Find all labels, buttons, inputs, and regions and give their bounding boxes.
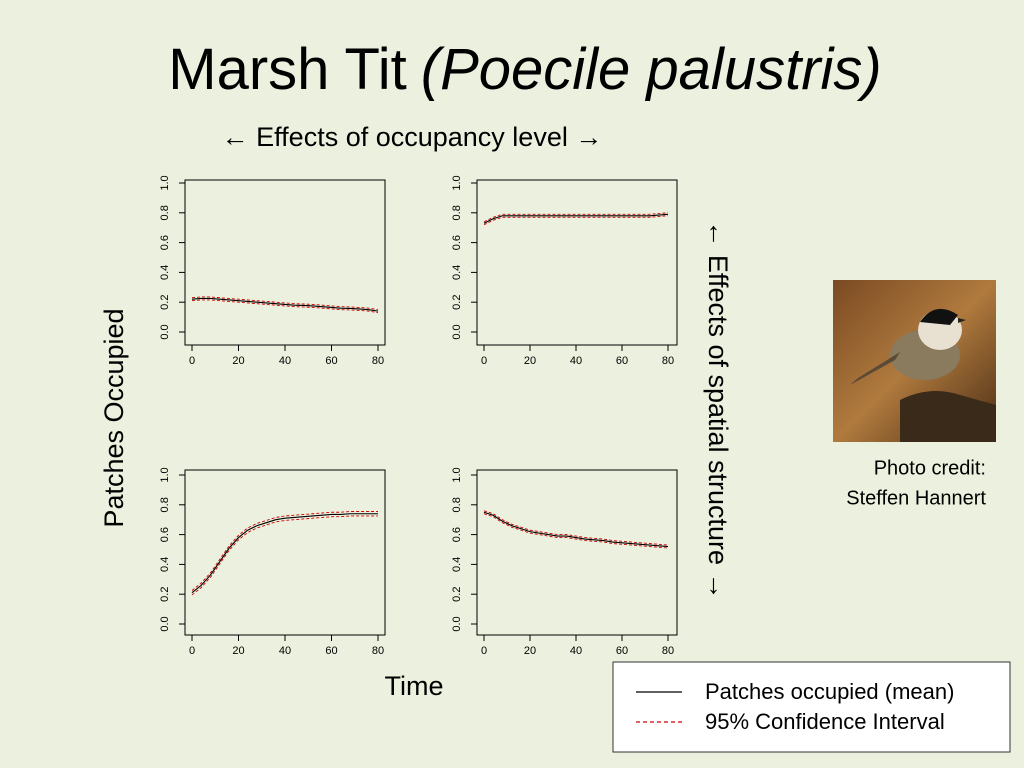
ci-line — [191, 511, 378, 591]
ci-line — [483, 510, 669, 546]
y-tick-label: 1.0 — [159, 175, 171, 190]
plot-box — [476, 469, 678, 636]
side-label: ← Effects of spatial structure → — [703, 220, 733, 599]
y-tick-label: 0.2 — [159, 587, 171, 602]
x-tick-label: 80 — [372, 645, 384, 657]
y-tick-label: 1.0 — [451, 175, 463, 190]
x-tick-label: 40 — [570, 355, 582, 367]
mean-line — [191, 297, 379, 312]
plot-box — [184, 469, 386, 636]
x-tick-label: 80 — [372, 355, 384, 367]
title: Marsh Tit (Poecile palustris) — [168, 37, 881, 102]
mean-line — [191, 513, 378, 594]
y-tick-label: 0.0 — [451, 324, 463, 339]
y-tick-label: 0.6 — [451, 235, 463, 250]
x-tick-label: 60 — [325, 645, 337, 657]
y-tick-label: 0.6 — [159, 527, 171, 542]
plot-box — [476, 179, 678, 346]
x-tick-label: 0 — [189, 355, 195, 367]
ci-line — [191, 515, 378, 596]
x-tick-label: 80 — [662, 355, 674, 367]
ci-line — [191, 296, 379, 311]
ci-line — [483, 215, 669, 226]
x-tick-label: 60 — [325, 355, 337, 367]
title-main: Marsh Tit — [168, 37, 407, 102]
y-tick-label: 0.0 — [159, 616, 171, 631]
x-tick-label: 60 — [616, 355, 628, 367]
x-tick-label: 20 — [232, 645, 244, 657]
mean-line — [483, 511, 669, 548]
x-tick-label: 20 — [232, 355, 244, 367]
x-tick-label: 40 — [279, 355, 291, 367]
y-tick-label: 0.2 — [159, 295, 171, 310]
x-tick-label: 80 — [662, 645, 674, 657]
x-tick-label: 20 — [524, 645, 536, 657]
y-tick-label: 0.4 — [159, 557, 171, 572]
x-tick-label: 0 — [189, 645, 195, 657]
x-tick-label: 40 — [279, 645, 291, 657]
ci-line — [483, 212, 669, 223]
y-tick-label: 0.0 — [451, 616, 463, 631]
y-tick-label: 0.2 — [451, 587, 463, 602]
y-tick-label: 0.8 — [451, 205, 463, 220]
mean-line — [483, 213, 669, 224]
y-tick-label: 0.2 — [451, 295, 463, 310]
x-tick-label: 0 — [481, 645, 487, 657]
y-tick-label: 0.8 — [451, 497, 463, 512]
title-italic: (Poecile palustris) — [421, 37, 882, 102]
y-tick-label: 0.6 — [159, 235, 171, 250]
y-tick-label: 1.0 — [451, 467, 463, 482]
plots: 0 20 40 60 80 0.0 0.2 0.4 0.6 0.8 1.0 0 20 40 60 80 0.0 0… — [159, 175, 678, 657]
legend-label: 95% Confidence Interval — [705, 709, 945, 734]
y-tick-label: 1.0 — [159, 467, 171, 482]
y-tick-label: 0.6 — [451, 527, 463, 542]
photo-credit: Steffen Hannert — [846, 487, 986, 509]
plot-box — [184, 179, 386, 346]
ci-line — [191, 299, 379, 314]
photo-credit: Photo credit: — [874, 457, 986, 479]
y-tick-label: 0.0 — [159, 324, 171, 339]
y-tick-label: 0.4 — [451, 265, 463, 280]
x-tick-label: 40 — [570, 645, 582, 657]
legend-label: Patches occupied (mean) — [705, 679, 954, 704]
y-tick-label: 0.8 — [159, 497, 171, 512]
y-axis-label: Patches Occupied — [99, 308, 129, 527]
ci-line — [483, 513, 669, 549]
legend-box — [612, 661, 1011, 753]
y-tick-label: 0.8 — [159, 205, 171, 220]
x-tick-label: 20 — [524, 355, 536, 367]
x-axis-label: Time — [385, 671, 444, 701]
x-tick-label: 0 — [481, 355, 487, 367]
y-tick-label: 0.4 — [451, 557, 463, 572]
photo — [833, 280, 996, 442]
y-tick-label: 0.4 — [159, 265, 171, 280]
x-tick-label: 60 — [616, 645, 628, 657]
subtitle: ← Effects of occupancy level → — [222, 122, 603, 152]
